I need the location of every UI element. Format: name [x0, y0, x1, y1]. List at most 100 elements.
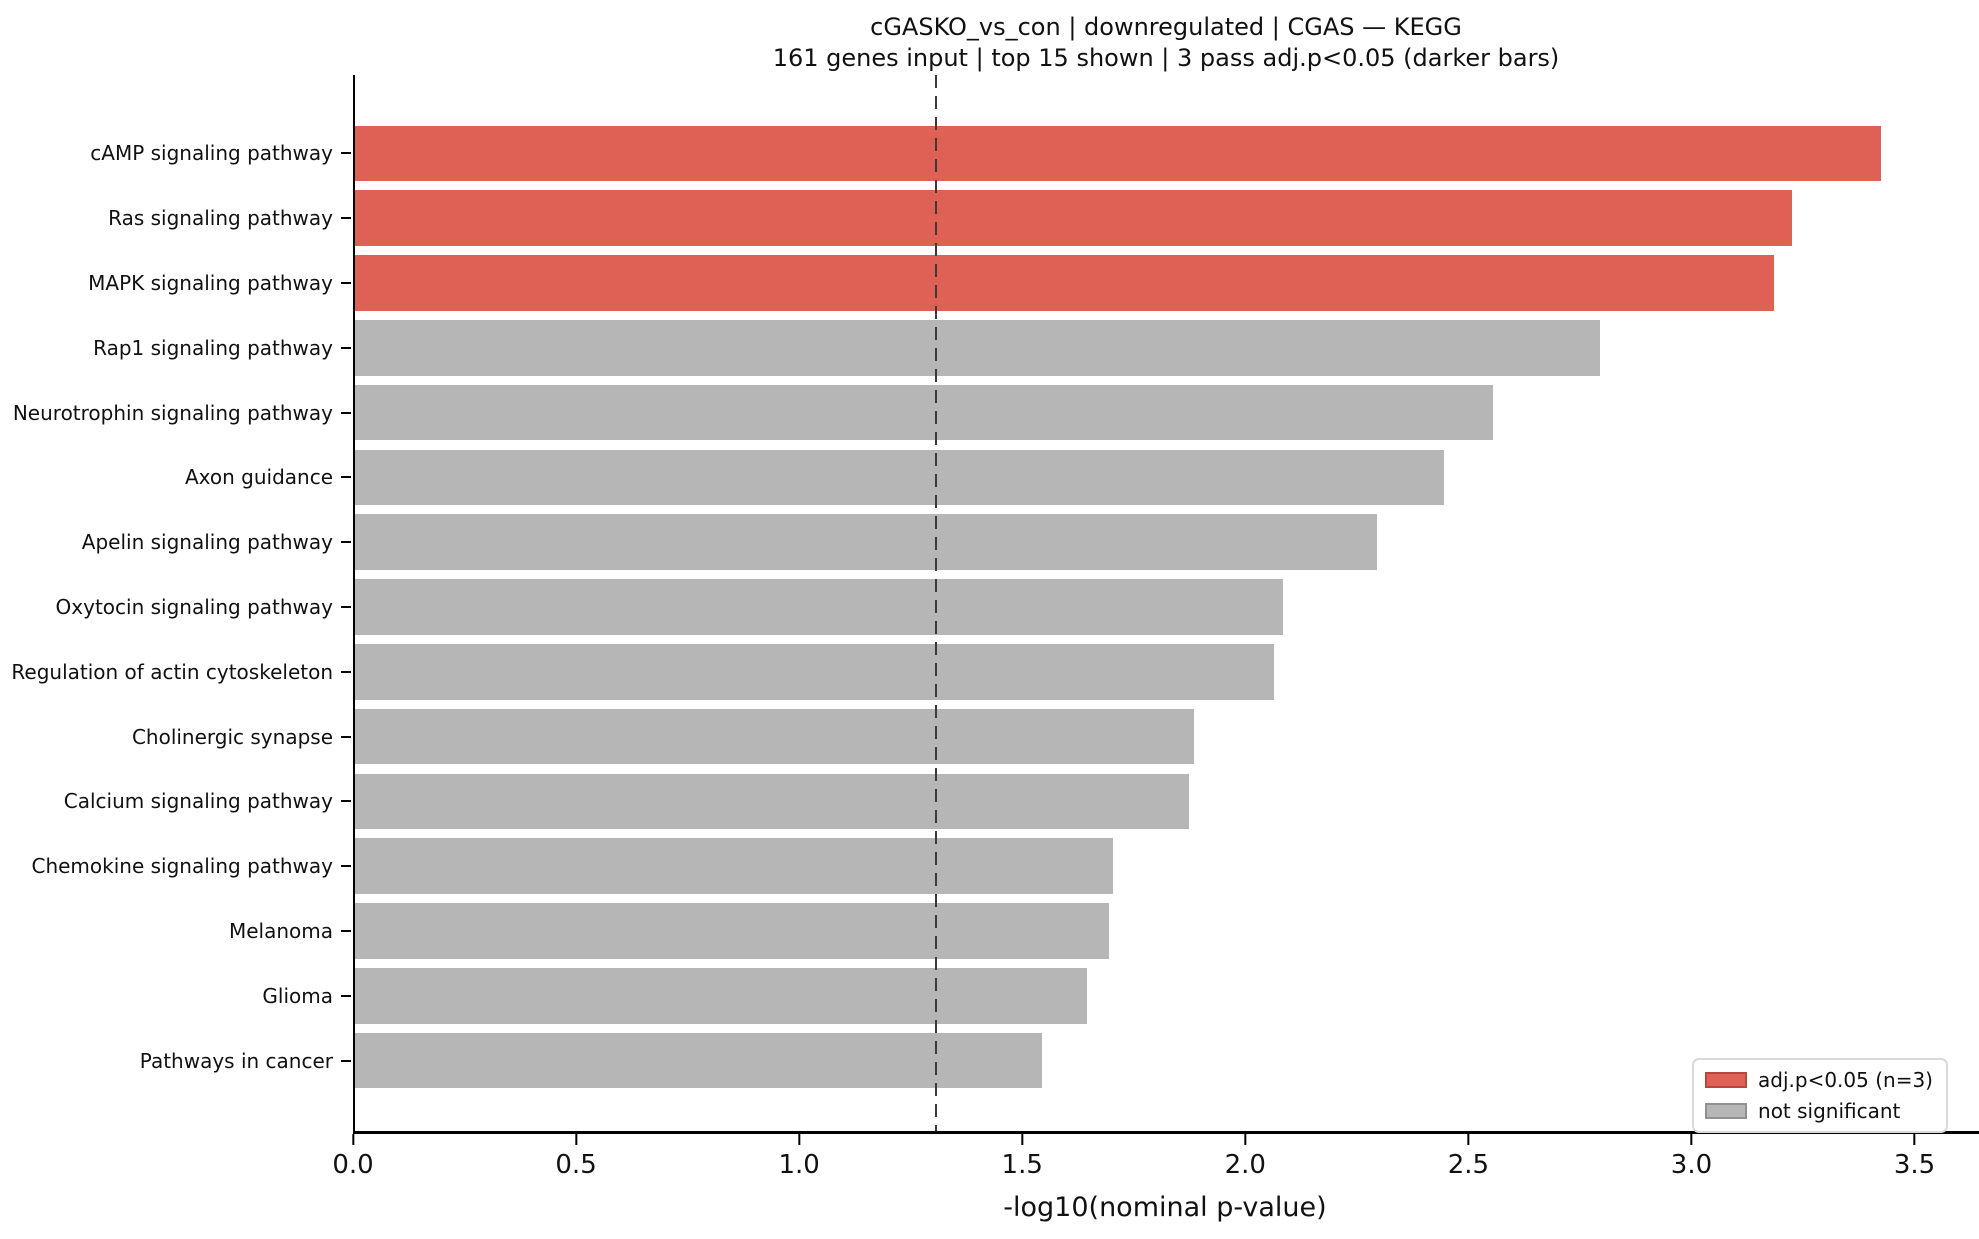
bar-row — [355, 704, 1979, 769]
y-tick-mark — [341, 605, 351, 608]
x-tick-mark — [1913, 1134, 1916, 1145]
bar-not-significant — [355, 643, 1275, 700]
y-tick-mark — [341, 411, 351, 414]
y-label-row: Oxytocin signaling pathway — [0, 575, 351, 640]
x-tick-label: 3.0 — [1670, 1150, 1713, 1180]
bar-row — [355, 639, 1979, 704]
category-label: Chemokine signaling pathway — [31, 854, 333, 879]
x-tick-mark — [1690, 1134, 1693, 1145]
bar-row — [355, 186, 1979, 251]
y-tick-mark — [341, 281, 351, 284]
bar-row — [355, 445, 1979, 510]
y-tick-mark — [341, 217, 351, 220]
y-tick-mark — [341, 735, 351, 738]
y-axis-labels: cAMP signaling pathway Ras signaling path… — [0, 75, 351, 1131]
chart-title: cGASKO_vs_con | downregulated | CGAS — K… — [870, 13, 1462, 41]
significance-threshold-line — [935, 75, 937, 1131]
legend-swatch-significant — [1705, 1072, 1748, 1088]
x-tick-label: 0.5 — [555, 1150, 597, 1180]
y-tick-mark — [341, 670, 351, 673]
x-tick: 0.5 — [555, 1134, 597, 1180]
bar-not-significant — [355, 1032, 1043, 1089]
category-label: Oxytocin signaling pathway — [55, 594, 333, 619]
y-tick-mark — [341, 346, 351, 349]
y-label-row: Glioma — [0, 963, 351, 1028]
x-tick-label: 0.0 — [332, 1150, 374, 1180]
x-tick: 3.0 — [1671, 1134, 1712, 1180]
bar-significant — [355, 255, 1774, 311]
bar-not-significant — [355, 708, 1194, 765]
x-tick-label: 3.5 — [1893, 1150, 1936, 1180]
x-tick-label: 1.0 — [778, 1150, 820, 1180]
bar-significant — [355, 125, 1881, 182]
x-tick: 2.5 — [1448, 1134, 1489, 1180]
y-tick-mark — [341, 152, 351, 155]
bar-not-significant — [355, 838, 1114, 895]
legend-label-not-significant: not significant — [1758, 1099, 1901, 1123]
x-tick: 0.0 — [332, 1134, 374, 1180]
category-label: Cholinergic synapse — [131, 724, 333, 749]
y-tick-mark — [341, 929, 351, 932]
x-tick: 3.5 — [1894, 1134, 1935, 1180]
bar-not-significant — [355, 579, 1283, 635]
y-label-row: Cholinergic synapse — [0, 704, 351, 769]
bar-row — [355, 510, 1979, 575]
category-label: cAMP signaling pathway — [90, 141, 333, 166]
bar-significant — [355, 190, 1792, 247]
category-label: Neurotrophin signaling pathway — [12, 400, 333, 425]
y-tick-mark — [341, 541, 351, 544]
y-label-row: Apelin signaling pathway — [0, 510, 351, 575]
bar-row — [355, 834, 1979, 899]
bar-not-significant — [355, 319, 1600, 376]
x-tick-mark — [1244, 1134, 1247, 1145]
x-axis-ticks: 0.0 0.5 1.0 1.5 2.0 2.5 3.0 3.5 — [332, 1134, 1977, 1194]
x-axis-label: -log10(nominal p-value) — [1003, 1192, 1327, 1223]
legend-label-significant: adj.p<0.05 (n=3) — [1758, 1068, 1933, 1092]
x-tick: 1.0 — [778, 1134, 820, 1180]
category-label: Regulation of actin cytoskeleton — [11, 659, 333, 684]
y-label-row: cAMP signaling pathway — [0, 121, 351, 186]
y-tick-mark — [341, 800, 351, 803]
y-tick-mark — [341, 994, 351, 997]
category-label: Axon guidance — [184, 465, 333, 490]
bar-not-significant — [355, 514, 1377, 571]
x-tick-label: 2.5 — [1447, 1150, 1490, 1180]
legend-entry-not-significant: not significant — [1705, 1099, 1933, 1123]
bar-not-significant — [355, 967, 1087, 1024]
legend-swatch-not-significant — [1705, 1103, 1748, 1119]
bars-container — [355, 121, 1979, 1093]
category-label: Apelin signaling pathway — [81, 530, 333, 555]
x-tick-mark — [1467, 1134, 1470, 1145]
y-label-row: Melanoma — [0, 899, 351, 964]
legend-entry-significant: adj.p<0.05 (n=3) — [1705, 1068, 1933, 1092]
bar-row — [355, 899, 1979, 964]
bar-not-significant — [355, 384, 1493, 441]
bar-row — [355, 380, 1979, 445]
x-tick-label: 1.5 — [1001, 1150, 1043, 1180]
bar-row — [355, 315, 1979, 380]
x-tick: 1.5 — [1002, 1134, 1043, 1180]
category-label: Calcium signaling pathway — [63, 789, 333, 814]
y-label-row: Pathways in cancer — [0, 1028, 351, 1093]
bar-row — [355, 1028, 1979, 1093]
bar-row — [355, 251, 1979, 316]
y-tick-mark — [341, 1059, 351, 1062]
chart-title-block: cGASKO_vs_con | downregulated | CGAS — K… — [353, 12, 1979, 74]
plot-area — [353, 75, 1979, 1134]
legend: adj.p<0.05 (n=3) not significant — [1692, 1058, 1948, 1133]
y-label-row: Regulation of actin cytoskeleton — [0, 639, 351, 704]
bar-row — [355, 769, 1979, 834]
x-tick-label: 2.0 — [1224, 1150, 1266, 1180]
y-label-row: Ras signaling pathway — [0, 186, 351, 251]
x-tick-mark — [798, 1134, 801, 1145]
category-label: MAPK signaling pathway — [88, 270, 333, 295]
bar-row — [355, 121, 1979, 186]
bar-row — [355, 575, 1979, 640]
y-label-row: MAPK signaling pathway — [0, 251, 351, 316]
y-tick-mark — [341, 865, 351, 868]
y-label-row: Rap1 signaling pathway — [0, 315, 351, 380]
x-tick: 2.0 — [1225, 1134, 1266, 1180]
x-tick-mark — [1021, 1134, 1024, 1145]
bar-row — [355, 963, 1979, 1028]
